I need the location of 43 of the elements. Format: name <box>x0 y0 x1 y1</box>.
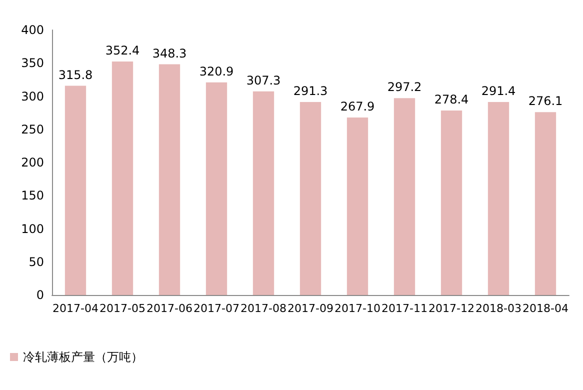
bar <box>206 82 228 295</box>
x-tick-label: 2017-09 <box>288 302 334 315</box>
y-tick-label: 350 <box>21 56 44 70</box>
x-tick-label: 2018-04 <box>522 302 568 315</box>
y-tick-label: 400 <box>21 23 44 37</box>
x-tick-label: 2017-11 <box>382 302 428 315</box>
bar <box>158 64 180 295</box>
legend-label: 冷轧薄板产量（万吨） <box>23 350 143 364</box>
x-tick-label: 2017-04 <box>52 302 98 315</box>
x-tick-label: 2017-05 <box>100 302 146 315</box>
y-tick-label: 150 <box>21 188 44 203</box>
x-tick-label: 2017-10 <box>334 302 380 315</box>
data-label: 320.9 <box>199 64 234 78</box>
data-label: 348.3 <box>152 46 187 60</box>
x-tick-label: 2018-03 <box>476 302 522 315</box>
data-label: 352.4 <box>105 44 140 58</box>
data-label: 315.8 <box>58 68 93 82</box>
bar <box>346 118 368 295</box>
bar <box>64 86 86 295</box>
bar <box>394 98 416 295</box>
bar <box>112 62 134 295</box>
bar <box>440 110 462 295</box>
y-tick-label: 0 <box>36 288 44 302</box>
data-label: 291.3 <box>293 84 328 98</box>
x-tick-label: 2017-06 <box>146 302 192 315</box>
y-tick-label: 200 <box>21 156 44 170</box>
bar <box>300 102 322 295</box>
x-tick-label: 2017-12 <box>428 302 474 315</box>
data-label: 297.2 <box>387 80 422 94</box>
bar <box>534 112 556 295</box>
bar <box>488 102 510 295</box>
bar <box>252 91 274 295</box>
data-label: 307.3 <box>246 73 281 88</box>
x-tick-label: 2017-07 <box>194 302 240 315</box>
x-tick-label: 2017-08 <box>240 302 286 315</box>
data-label: 291.4 <box>481 84 516 98</box>
data-label: 267.9 <box>340 100 375 114</box>
y-tick-label: 100 <box>21 222 44 236</box>
data-label: 276.1 <box>528 94 563 108</box>
y-tick-label: 250 <box>21 122 44 136</box>
y-tick-label: 50 <box>28 254 44 269</box>
data-label: 278.4 <box>434 92 469 107</box>
y-tick-label: 300 <box>21 89 44 104</box>
